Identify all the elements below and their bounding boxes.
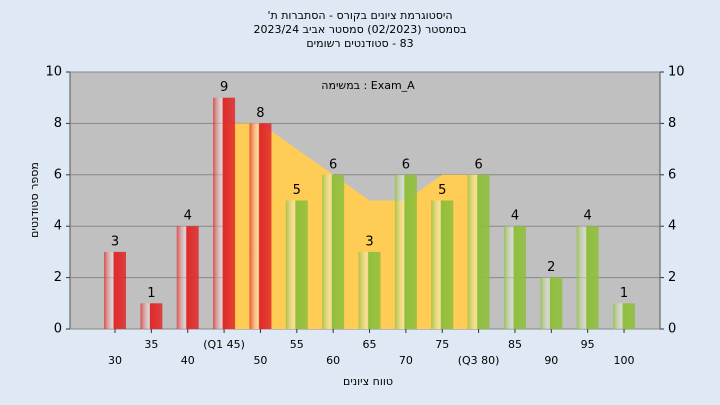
data-label: 4 bbox=[584, 209, 592, 224]
y2-tick-label: 6 bbox=[668, 167, 676, 182]
chart-subtitle: 83 - סטודנטים רשומים bbox=[306, 37, 413, 50]
bar bbox=[213, 97, 236, 329]
x-tick-label: 75 bbox=[435, 338, 449, 351]
x-tick-label: 30 bbox=[108, 354, 122, 367]
x-axis-label: טווח ציונים bbox=[343, 375, 393, 388]
chart-title: היסטוגרמת ציונים בקורס - הסתברות ת' bbox=[267, 9, 452, 22]
data-label: 1 bbox=[620, 286, 628, 301]
bar bbox=[176, 226, 199, 329]
bar bbox=[358, 251, 381, 329]
y-tick-label: 6 bbox=[54, 167, 62, 182]
data-label: 6 bbox=[329, 157, 337, 172]
data-label: 5 bbox=[438, 183, 446, 198]
bar bbox=[467, 174, 490, 329]
data-label: 3 bbox=[111, 234, 119, 249]
x-tick-label: 40 bbox=[181, 354, 195, 367]
bar bbox=[104, 251, 126, 329]
x-tick-label: 85 bbox=[508, 338, 522, 351]
data-label: 6 bbox=[474, 157, 482, 172]
x-tick-label: 70 bbox=[399, 354, 413, 367]
bar bbox=[140, 303, 163, 329]
data-label: 2 bbox=[547, 260, 555, 275]
x-tick-label: (Q1 45) bbox=[203, 338, 245, 351]
x-tick-label: 60 bbox=[326, 354, 340, 367]
bar bbox=[322, 174, 345, 329]
y-tick-label: 8 bbox=[54, 116, 62, 131]
y2-tick-label: 2 bbox=[668, 270, 676, 285]
bar bbox=[540, 277, 563, 329]
y-tick-label: 10 bbox=[45, 65, 62, 80]
y-axis-label: מספר סטודנטים bbox=[28, 162, 41, 238]
x-tick-label: 90 bbox=[544, 354, 558, 367]
bar bbox=[576, 226, 599, 329]
annotation: במשימה : Exam_A bbox=[321, 79, 415, 92]
y2-tick-label: 4 bbox=[668, 219, 676, 234]
x-tick-label: 95 bbox=[581, 338, 595, 351]
data-label: 4 bbox=[511, 209, 519, 224]
y2-tick-label: 10 bbox=[668, 65, 685, 80]
bar bbox=[249, 123, 272, 330]
y-tick-label: 2 bbox=[54, 270, 62, 285]
data-label: 4 bbox=[184, 209, 192, 224]
x-tick-label: 35 bbox=[144, 338, 158, 351]
bar bbox=[613, 303, 636, 329]
bar bbox=[285, 200, 308, 329]
data-label: 5 bbox=[293, 183, 301, 198]
data-label: 6 bbox=[402, 157, 410, 172]
x-tick-label: (Q3 80) bbox=[458, 354, 500, 367]
x-tick-label: 65 bbox=[363, 338, 377, 351]
y2-tick-label: 0 bbox=[668, 322, 676, 337]
y-tick-label: 4 bbox=[54, 219, 62, 234]
x-tick-label: 50 bbox=[253, 354, 267, 367]
data-label: 8 bbox=[256, 106, 264, 121]
y-tick-label: 0 bbox=[54, 322, 62, 337]
y2-tick-label: 8 bbox=[668, 116, 676, 131]
chart-subtitle: בסמסטר (02/2023) סמסטר אביב 2023/24 bbox=[253, 23, 466, 36]
bar bbox=[503, 226, 526, 329]
data-label: 1 bbox=[147, 286, 155, 301]
x-tick-label: 100 bbox=[614, 354, 635, 367]
bar bbox=[431, 200, 454, 329]
data-label: 3 bbox=[365, 234, 373, 249]
x-tick-label: 55 bbox=[290, 338, 304, 351]
data-label: 9 bbox=[220, 80, 228, 95]
bar bbox=[394, 174, 417, 329]
